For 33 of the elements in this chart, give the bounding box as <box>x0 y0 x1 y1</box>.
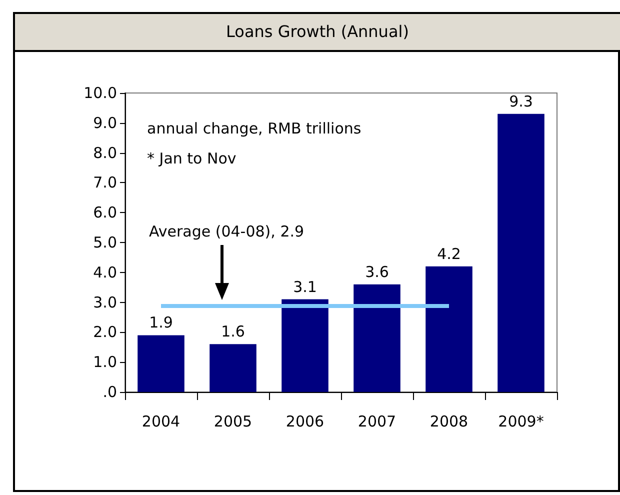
annotation: annual change, RMB trillions <box>147 120 362 138</box>
data-label: 1.9 <box>149 314 173 332</box>
bar <box>138 335 184 392</box>
data-label: 4.2 <box>437 244 461 263</box>
data-label: 1.6 <box>221 322 245 341</box>
bar <box>426 266 472 392</box>
x-tick-label: 2009* <box>498 412 544 430</box>
y-tick-label: .0 <box>102 383 117 401</box>
y-tick-label: 1.0 <box>93 353 117 372</box>
x-tick-label: 2006 <box>286 412 324 430</box>
y-tick-label: 5.0 <box>93 234 117 252</box>
y-tick-label: 8.0 <box>93 144 117 162</box>
annotation: * Jan to Nov <box>147 150 236 168</box>
data-label: 3.1 <box>293 278 317 296</box>
y-tick-label: 6.0 <box>93 204 117 222</box>
data-label: 3.6 <box>365 262 389 281</box>
annotation: Average (04-08), 2.9 <box>149 222 304 240</box>
y-tick-label: 2.0 <box>93 323 117 342</box>
bar <box>210 344 256 392</box>
bar <box>282 299 328 392</box>
x-tick-label: 2007 <box>358 412 396 430</box>
y-tick-label: 10.0 <box>84 84 117 102</box>
data-label: 9.3 <box>509 92 533 110</box>
bar <box>498 114 544 392</box>
y-tick-label: 4.0 <box>93 263 117 282</box>
x-tick-label: 2005 <box>214 412 252 430</box>
bar <box>354 284 400 392</box>
x-tick-label: 2008 <box>430 412 468 430</box>
x-tick-label: 2004 <box>142 412 180 430</box>
chart-title: Loans Growth (Annual) <box>15 14 620 52</box>
y-tick-label: 9.0 <box>93 114 117 132</box>
y-tick-label: 7.0 <box>93 174 117 192</box>
y-tick-label: 3.0 <box>93 293 117 312</box>
